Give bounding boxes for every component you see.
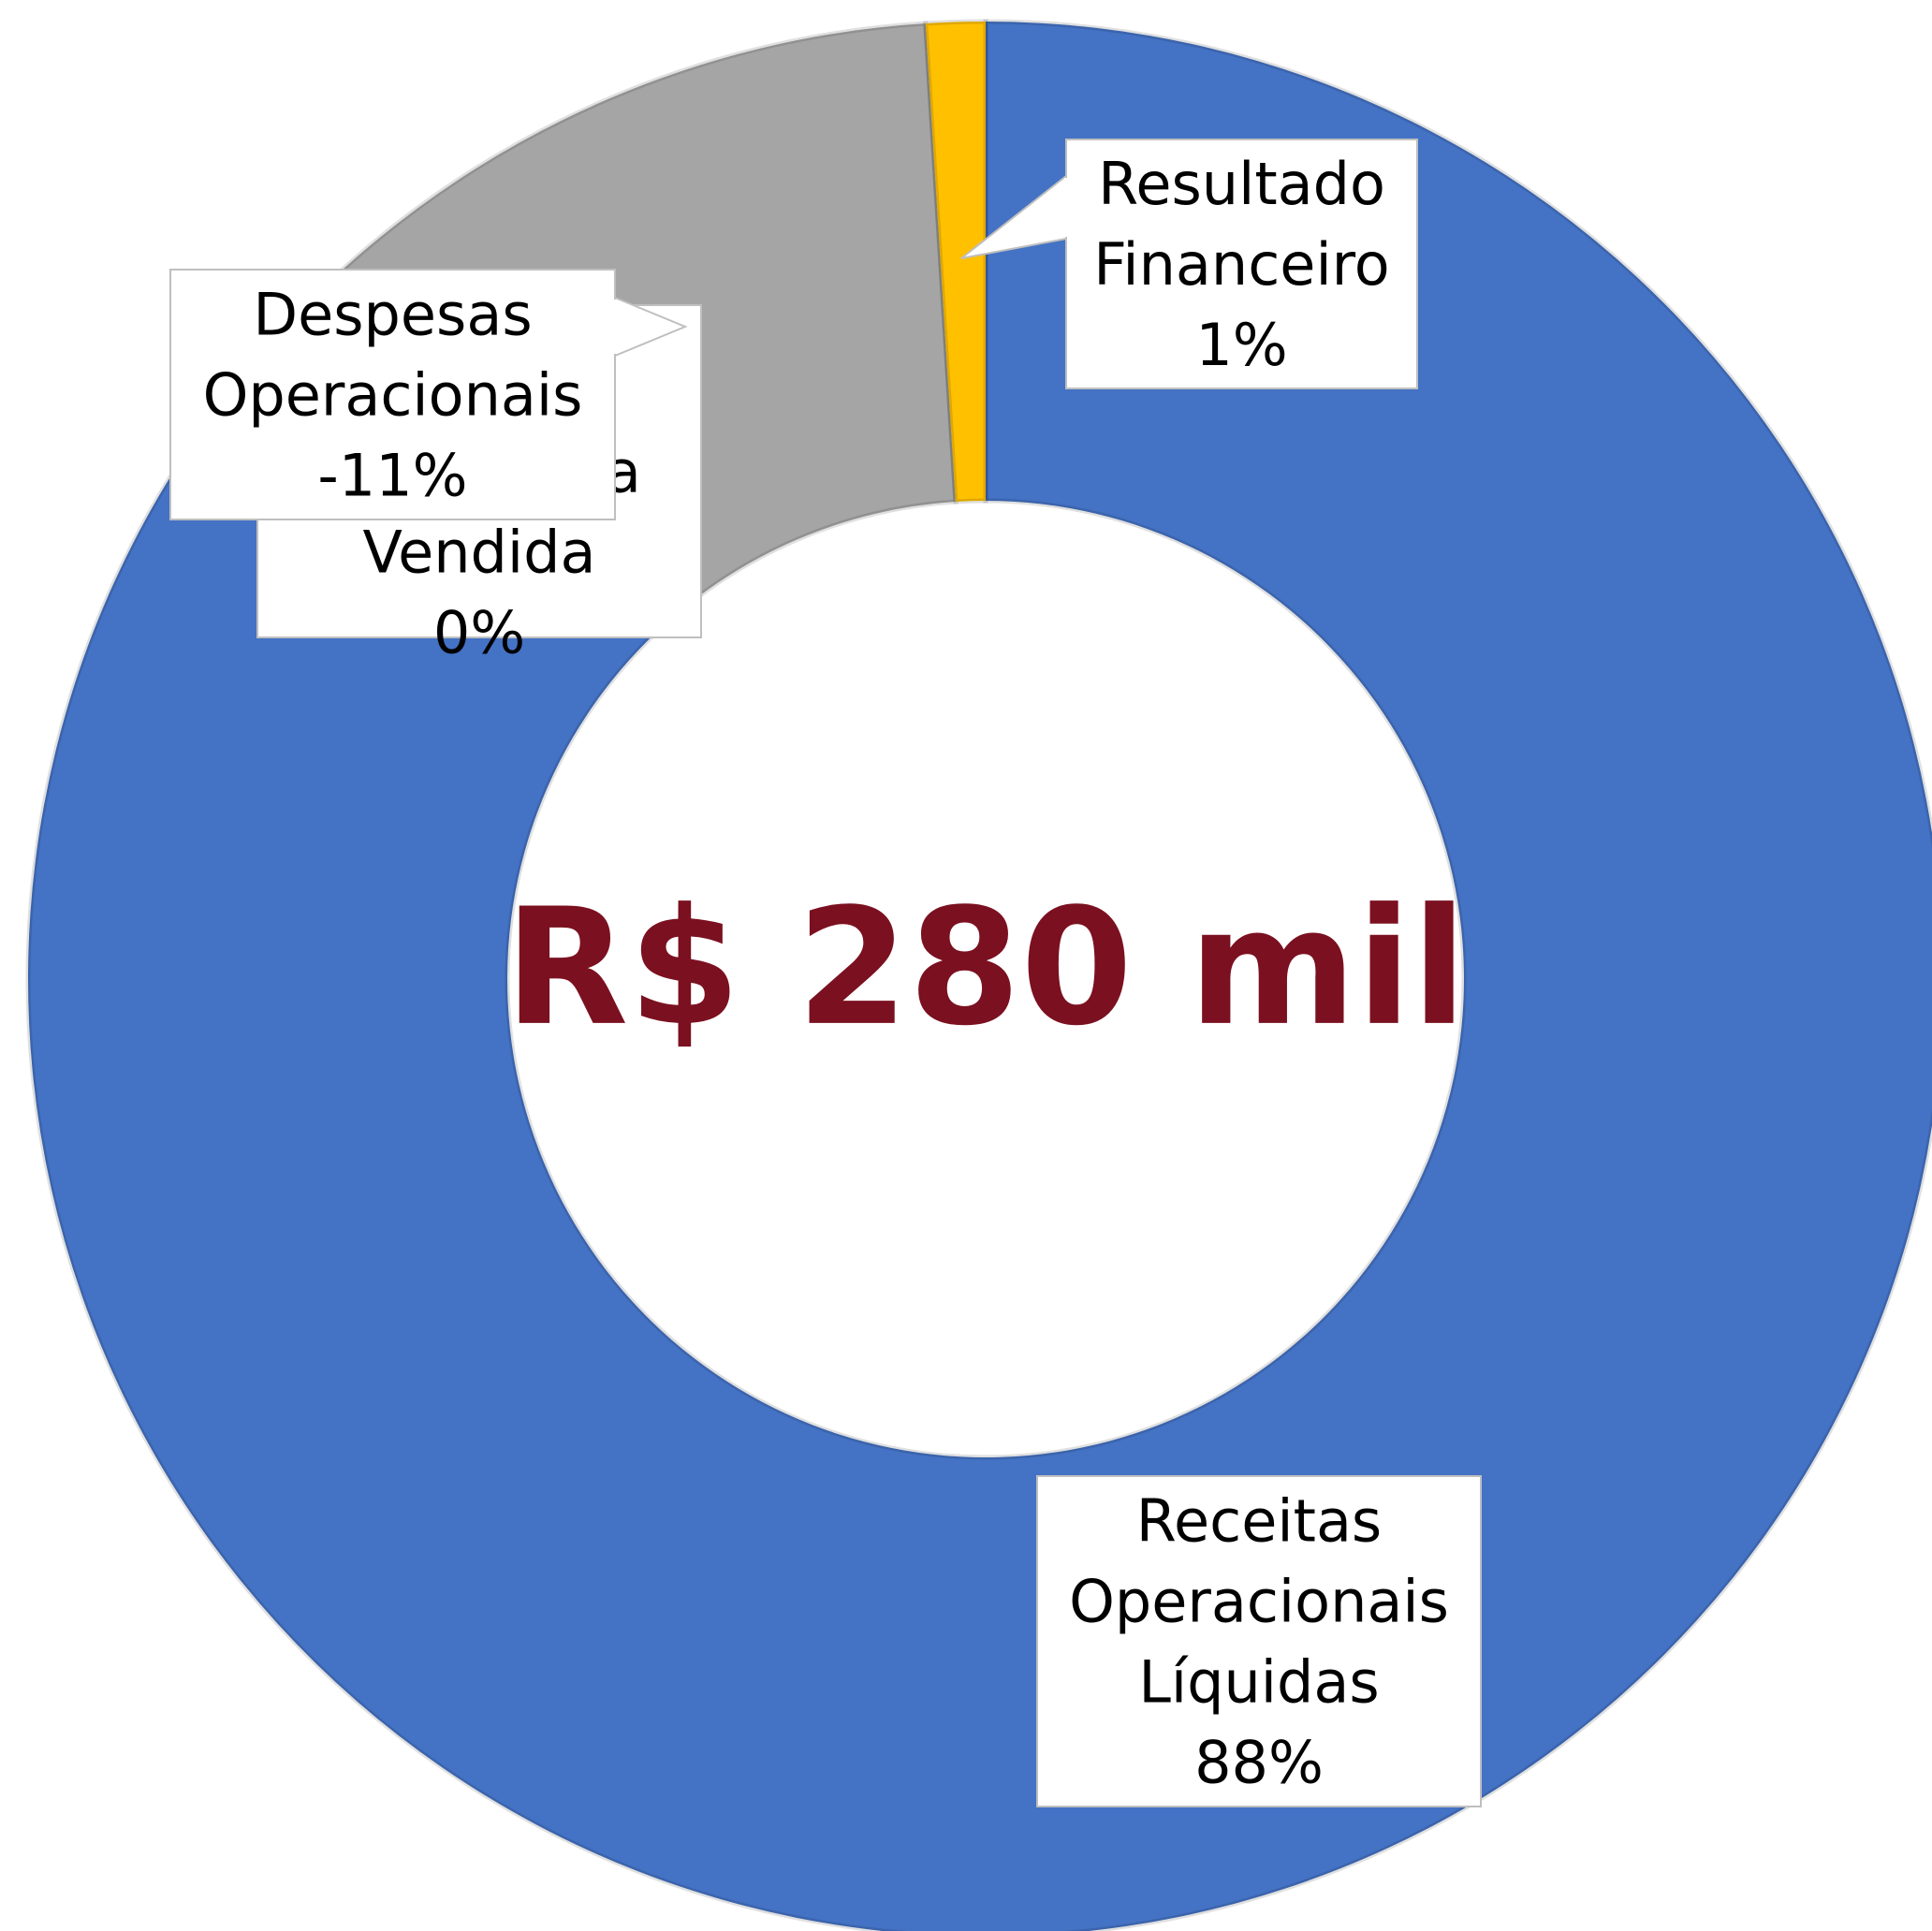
labels: ReceitasOperacionaisLíquidas88%CustodaMe… xyxy=(169,139,1482,1807)
data-label: Resultado Financeiro 1% xyxy=(960,139,1418,389)
label-value: -11% xyxy=(317,442,467,510)
label-box xyxy=(169,269,616,520)
label-value: 88% xyxy=(1194,1729,1324,1797)
label-name: Receitas Operacionais Líquidas xyxy=(1069,1487,1449,1717)
label-box xyxy=(1036,1475,1482,1807)
slice xyxy=(923,19,988,505)
label-box xyxy=(1065,139,1418,389)
data-label: Despesas Operacionais -11% xyxy=(169,269,688,520)
label-value: 1% xyxy=(1195,311,1287,379)
label-name: Resultado Financeiro xyxy=(1093,150,1389,299)
data-label: Receitas Operacionais Líquidas 88% xyxy=(1036,1475,1482,1807)
label-name: Despesas Operacionais xyxy=(203,281,583,430)
center-text: R$ 280 mil xyxy=(505,873,1467,1061)
label-value: 0% xyxy=(433,599,525,667)
